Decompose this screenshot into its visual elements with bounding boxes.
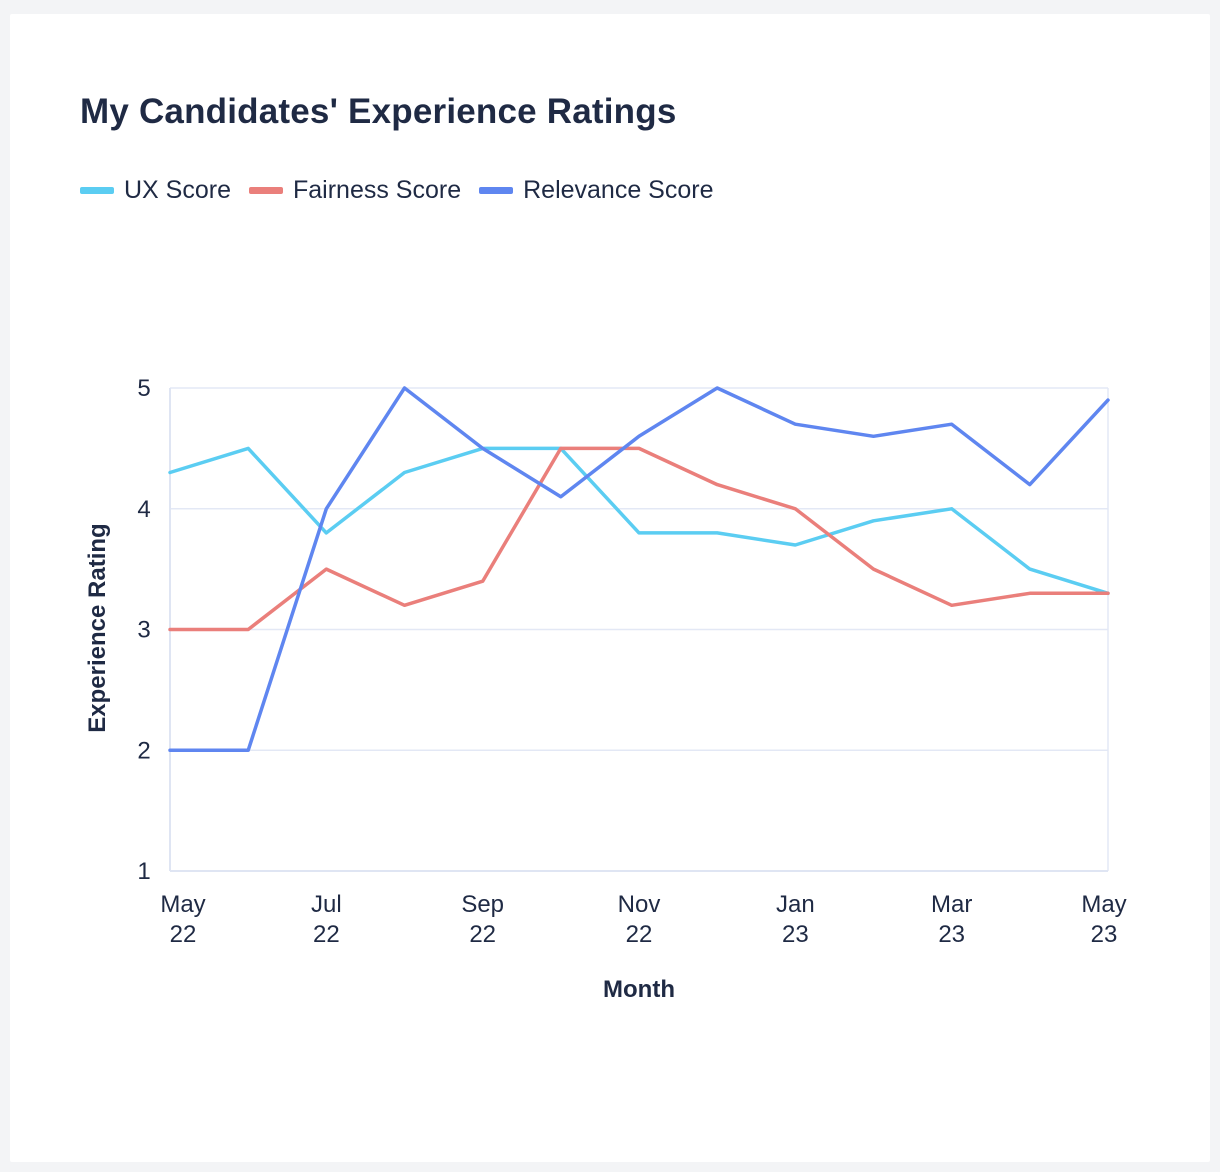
grid-lines: [170, 387, 1109, 871]
series-line-relevance-score[interactable]: [168, 386, 1110, 753]
series-line-ux-score[interactable]: [168, 446, 1110, 596]
x-tick-label: May 23: [1081, 891, 1126, 948]
x-tick-label: Jan 23: [776, 891, 815, 948]
legend-item-fairness-score[interactable]: Fairness Score: [248, 176, 462, 205]
legend-label-relevance-score: Relevance Score: [523, 176, 714, 204]
legend-item-ux-score[interactable]: UX Score: [80, 176, 231, 205]
x-tick-label: Jul 22: [311, 891, 342, 948]
x-tick-label: Nov 22: [618, 891, 661, 948]
y-tick-labels: 1 2 3 4 5: [137, 375, 150, 885]
chart-card: My Candidates' Experience Ratings UX Sco…: [10, 14, 1210, 1162]
y-tick-label: 4: [137, 496, 150, 523]
legend-item-relevance-score[interactable]: Relevance Score: [479, 176, 714, 205]
legend-swatch-relevance-score: [479, 187, 514, 194]
x-tick-labels: May 22 Jul 22 Sep 22 Nov 22 Jan 23 Mar 23 May 23: [160, 891, 1126, 948]
chart-legend: UX Score Fairness Score Relevance Score: [80, 176, 714, 205]
y-tick-label: 3: [137, 617, 150, 644]
x-axis-title: Month: [603, 976, 675, 1003]
y-tick-label: 1: [137, 858, 150, 885]
y-axis-title: Experience Rating: [84, 523, 111, 732]
series-line-fairness-score[interactable]: [168, 446, 1110, 632]
chart-title: My Candidates' Experience Ratings: [80, 92, 677, 131]
series-lines: [168, 386, 1110, 753]
y-tick-label: 5: [137, 375, 150, 402]
legend-label-fairness-score: Fairness Score: [292, 176, 462, 204]
legend-swatch-ux-score: [80, 187, 114, 194]
legend-swatch-fairness-score: [248, 187, 283, 194]
x-tick-label: May 22: [160, 891, 205, 948]
x-tick-label: Sep 22: [461, 891, 504, 948]
legend-label-ux-score: UX Score: [124, 176, 231, 204]
y-tick-label: 2: [137, 737, 150, 764]
x-tick-label: Mar 23: [931, 891, 972, 948]
